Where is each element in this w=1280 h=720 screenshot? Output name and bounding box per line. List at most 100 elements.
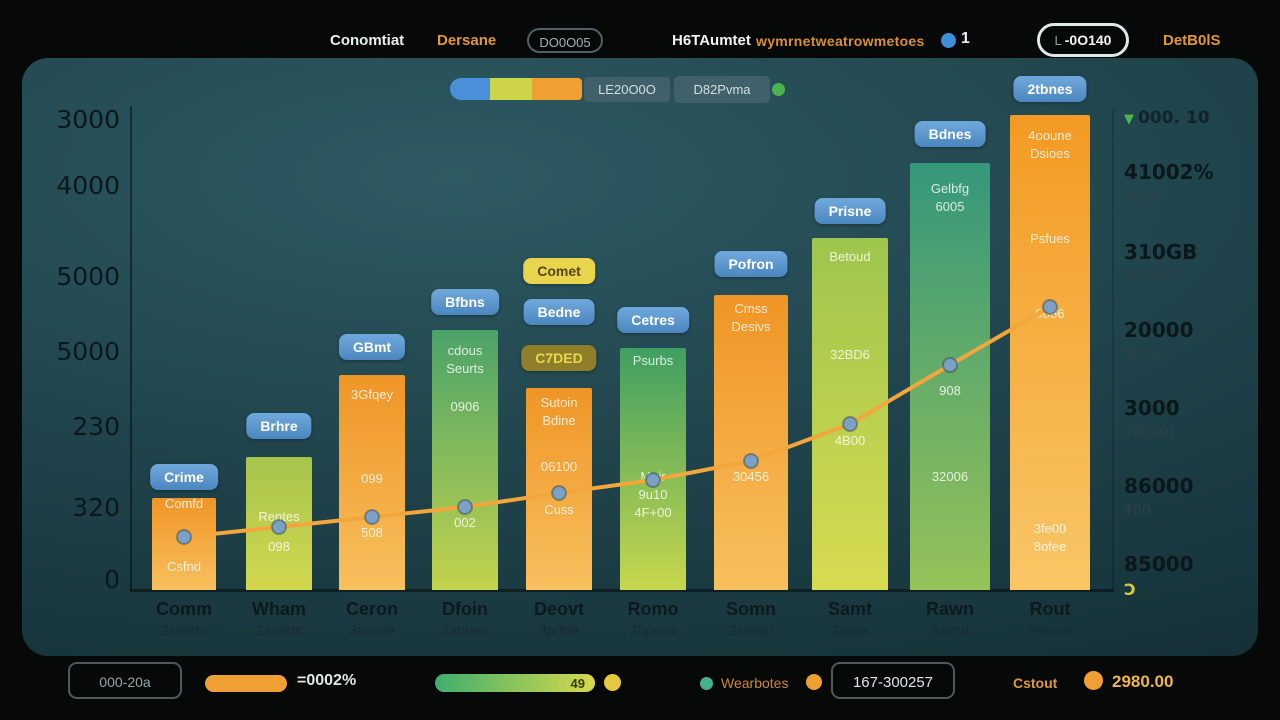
bar-value-label: 4F+00	[634, 505, 672, 520]
x-axis-label: Ceron	[345, 599, 398, 619]
header-menu-item-5[interactable]: DetB0lS	[1163, 32, 1221, 49]
bar-badge[interactable]: C7DED	[521, 345, 597, 371]
bar-badge[interactable]: Comet	[523, 258, 595, 284]
bar-value-label: 3fe00	[1033, 521, 1067, 536]
bar-ceron[interactable]: 3Gfqey 099 508	[339, 375, 405, 590]
bar-romo[interactable]: PsurbsMgjr9u104F+00	[620, 348, 686, 590]
bar-dfoin[interactable]: cdous Seurts 0906 002	[432, 330, 498, 590]
bar-value-label: 4ooune	[1028, 128, 1072, 143]
bar-badge[interactable]: Brhre	[246, 413, 312, 439]
line-point[interactable]	[364, 509, 380, 525]
gauge-segment-green[interactable]	[490, 78, 532, 100]
bar-badge[interactable]: Bdnes	[914, 121, 986, 147]
footer-gradient-gauge[interactable]: 49	[435, 674, 595, 692]
line-point[interactable]	[457, 499, 473, 515]
footer-percent-value: =0002%	[297, 672, 357, 689]
right-panel-value: 310GB	[1124, 240, 1198, 264]
bar-value-label: Betoud	[829, 249, 871, 264]
header-menu-item-1[interactable]: Conomtiat	[330, 32, 405, 49]
footer-legend-label-1[interactable]: Wearbotes	[721, 675, 789, 691]
bar-value-label: Sutoin	[540, 395, 578, 410]
y-axis-tick-label: 320	[72, 493, 120, 522]
right-panel-value: ▼ 000. 10	[1124, 108, 1210, 128]
x-axis-label: Dfoin	[442, 599, 488, 619]
bar-value-label: Psfues	[1030, 231, 1070, 246]
bar-value-label: 06100	[540, 459, 578, 474]
bar-value-label: 098	[268, 539, 290, 554]
right-panel-value: ₮00	[1124, 503, 1151, 519]
footer-id-box[interactable]: 167-300257	[831, 662, 955, 699]
right-panel-value: W-B05|T	[1124, 268, 1183, 284]
right-axis-line	[1112, 110, 1114, 590]
green-status-dot-icon	[772, 83, 785, 96]
y-axis-tick-label: 4000	[56, 171, 120, 200]
bar-value-label: 0906	[450, 399, 480, 414]
header-menu-item-3[interactable]: H6TAumtet	[672, 32, 751, 49]
right-panel-value: 41002%	[1124, 160, 1214, 184]
x-axis-sublabel: 3avnd	[930, 622, 970, 638]
bar-badge[interactable]: Bedne	[523, 299, 595, 325]
bar-somn[interactable]: Cmss Desivs 30456	[714, 295, 788, 590]
x-axis-sublabel: 2esoue	[1027, 622, 1073, 638]
line-point[interactable]	[271, 519, 287, 535]
bar-value-label: 32BD6	[830, 347, 870, 362]
bar-badge[interactable]: Bfbns	[431, 289, 499, 315]
header-menu-item-2[interactable]: Dersane	[437, 32, 497, 49]
bar-badge[interactable]: Cetres	[617, 307, 689, 333]
footer-legend-label-2[interactable]: Cstout	[1013, 675, 1058, 691]
bar-value-label: 508	[361, 525, 383, 540]
x-axis-label: Wham	[252, 599, 306, 619]
line-point[interactable]	[1042, 299, 1058, 315]
bar-value-label: Seurts	[446, 361, 484, 376]
footer-range-box[interactable]: 000-20a	[68, 662, 182, 699]
right-panel-value: ₮000	[1124, 190, 1160, 206]
x-axis-line	[130, 589, 1114, 592]
y-axis-tick-label: 3000	[56, 105, 120, 134]
right-panel-value: 85000	[1124, 552, 1194, 576]
bar-value-label: Bdine	[542, 413, 576, 428]
x-axis-sublabel: 2snertc	[161, 622, 207, 638]
x-axis-label: Samt	[827, 599, 872, 619]
bar-value-label: cdous	[447, 343, 483, 358]
bar-value-label: Dsioes	[1030, 146, 1070, 161]
x-axis-label: Rawn	[925, 599, 974, 619]
bar-value-label: Csfnd	[167, 559, 201, 574]
footer-orange-bar[interactable]	[205, 675, 287, 692]
bar-samt[interactable]: Betoud 32BD6 4B00	[812, 238, 888, 590]
bar-rawn[interactable]: Gelbfg 6005 908 32006	[910, 163, 990, 590]
orange-dot-icon	[1084, 671, 1103, 690]
bar-value-label: 4B00	[834, 433, 866, 448]
bar-value-label: Cmss	[734, 301, 768, 316]
bar-badge[interactable]: 2tbnes	[1013, 76, 1087, 102]
bar-badge[interactable]: GBmt	[338, 334, 406, 360]
status-pill-1[interactable]: LE20O0O	[584, 77, 670, 102]
header-code-pill[interactable]: DO0O05	[527, 28, 603, 53]
teal-dot-icon	[700, 677, 713, 690]
line-point[interactable]	[645, 472, 661, 488]
line-point[interactable]	[942, 357, 958, 373]
right-panel-value: 86000	[1124, 474, 1194, 498]
bar-value-label: 8ofee	[1033, 539, 1067, 554]
gauge-segment-blue[interactable]	[450, 78, 490, 100]
bar-rout[interactable]: 4oouneDsioesPsfues90863fe008ofee	[1010, 115, 1090, 590]
bar-value-label: 908	[939, 383, 961, 398]
header-value-prefix: L	[1054, 32, 1062, 48]
bar-badge[interactable]: Prisne	[814, 198, 886, 224]
right-panel-value: 20000T	[1124, 425, 1178, 441]
bar-badge[interactable]: Crime	[150, 464, 218, 490]
line-point[interactable]	[176, 529, 192, 545]
bar-value-label: 099	[361, 471, 383, 486]
line-point[interactable]	[551, 485, 567, 501]
line-point[interactable]	[842, 416, 858, 432]
header-menu-item-4[interactable]: wymrnetweatrowmetoes	[756, 33, 925, 49]
gauge-segment-orange[interactable]	[532, 78, 582, 100]
line-point[interactable]	[743, 453, 759, 469]
header-value-pill[interactable]: L -0O140	[1037, 23, 1129, 57]
y-axis-tick-label: 0	[104, 565, 120, 594]
x-axis-label: Rout	[1029, 599, 1071, 619]
bar-badge[interactable]: Pofron	[714, 251, 788, 277]
status-pill-2[interactable]: D82Pvma	[674, 76, 770, 103]
right-panel-value: 3000	[1124, 396, 1180, 420]
x-axis-label: Somn	[725, 599, 776, 619]
